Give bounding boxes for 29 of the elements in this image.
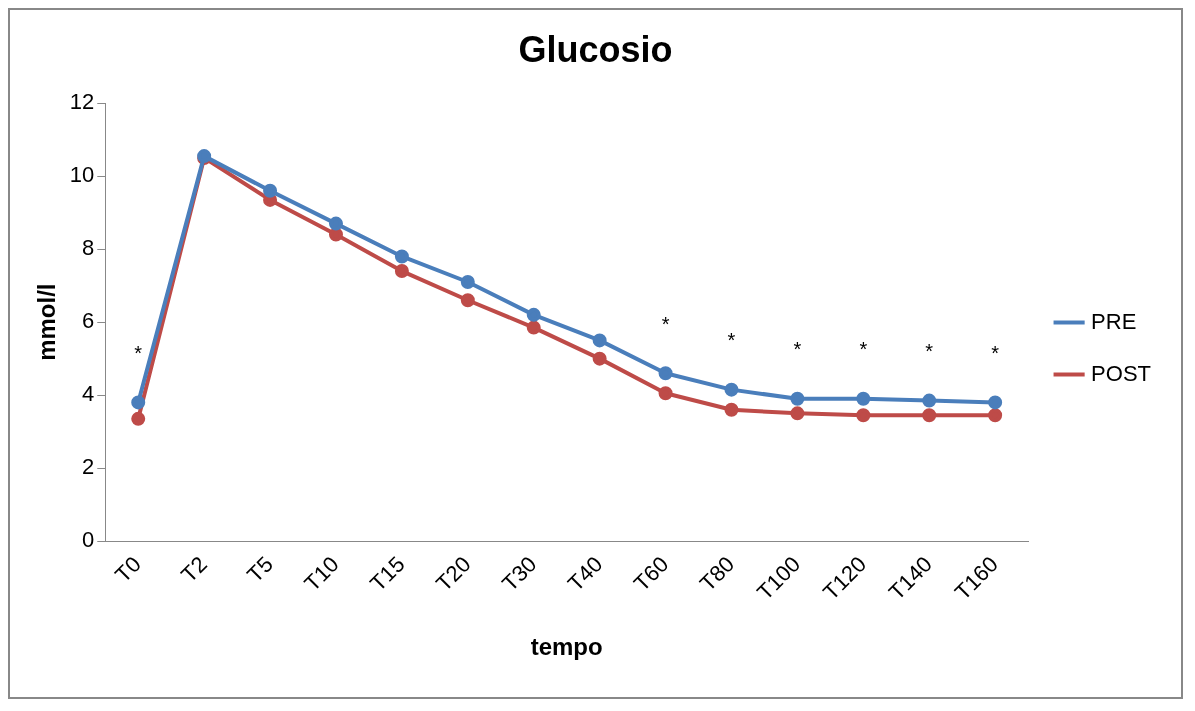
- x-tick-label: T40: [562, 551, 608, 597]
- y-tick-label: 12: [69, 89, 95, 115]
- x-tick-label: T10: [299, 551, 344, 597]
- x-tick-label: T30: [497, 551, 542, 597]
- annotation: *: [925, 340, 934, 363]
- annotation: *: [661, 312, 670, 335]
- legend-label: POST: [1091, 360, 1152, 386]
- annotation: *: [859, 338, 868, 361]
- y-axis-title: mmol/l: [33, 283, 61, 361]
- x-tick-label: T5: [242, 551, 278, 588]
- y-tick-label: 10: [69, 162, 95, 188]
- x-tick-label: T20: [431, 551, 476, 597]
- y-tick-label: 8: [82, 235, 95, 261]
- x-axis-title: tempo: [530, 633, 603, 661]
- legend-label: PRE: [1091, 308, 1137, 334]
- annotation: *: [793, 338, 802, 361]
- y-tick-label: 2: [82, 454, 95, 480]
- chart-title: Glucosio: [518, 28, 673, 70]
- x-tick-label: T80: [694, 551, 740, 597]
- y-tick-label: 0: [82, 527, 95, 553]
- x-tick-label: T15: [365, 551, 410, 597]
- y-tick-label: 6: [82, 308, 95, 334]
- x-tick-label: T60: [628, 551, 674, 597]
- y-tick-label: 4: [82, 381, 95, 407]
- annotation: *: [134, 341, 143, 364]
- annotation: *: [727, 329, 736, 352]
- x-tick-label: T2: [176, 551, 212, 588]
- x-tick-label: T0: [110, 551, 147, 588]
- annotation: *: [991, 341, 1000, 364]
